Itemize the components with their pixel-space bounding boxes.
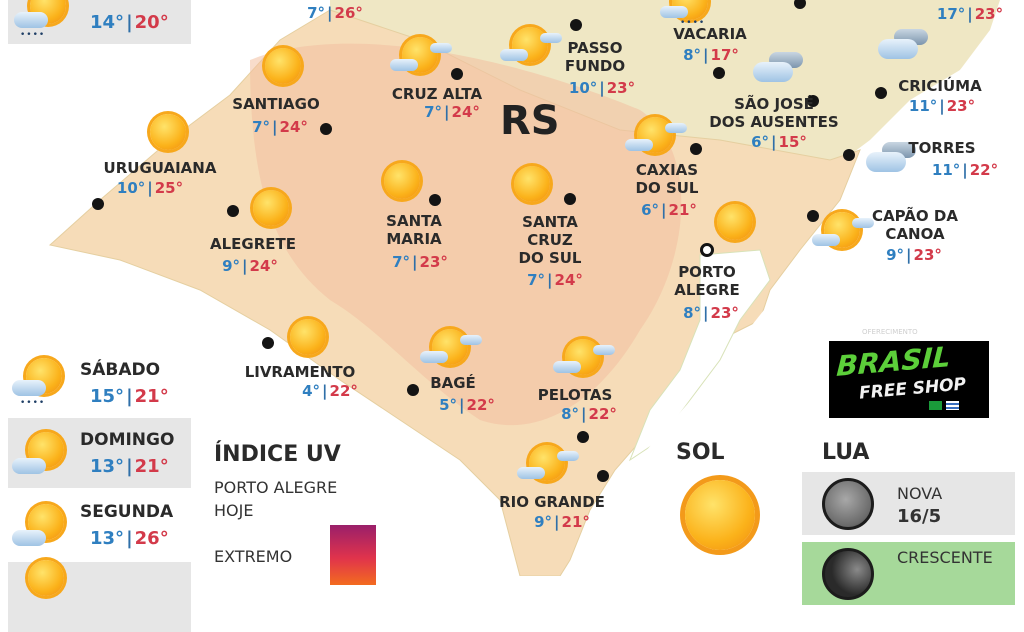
city-dot bbox=[577, 431, 589, 443]
city-temps: 6° | 15° bbox=[751, 133, 807, 151]
city-name: PORTO ALEGRE bbox=[674, 263, 740, 299]
city-name: SÃO JOSÉ DOS AUSENTES bbox=[709, 95, 839, 131]
city-dot bbox=[843, 149, 855, 161]
city-name: PELOTAS bbox=[537, 386, 613, 404]
uv-level: EXTREMO bbox=[214, 547, 293, 566]
city-temps: 10° | 25° bbox=[116, 179, 184, 197]
forecast-day: DOMINGO bbox=[80, 430, 175, 450]
sponsor-banner[interactable]: BRASIL FREE SHOP bbox=[829, 340, 989, 418]
city-name: SANTIAGO bbox=[232, 95, 320, 113]
city-temps: 7° | 23° bbox=[392, 253, 448, 271]
state-label: RS bbox=[500, 98, 560, 144]
city-dot bbox=[227, 205, 239, 217]
city-dot bbox=[690, 143, 702, 155]
city-temps: 9° | 24° bbox=[222, 257, 278, 275]
city-temps: 11° | 22° bbox=[931, 161, 999, 179]
forecast-saturday: •••• SÁBADO 15° | 21° bbox=[8, 346, 191, 416]
city-dot bbox=[700, 243, 714, 257]
city-dot bbox=[807, 210, 819, 222]
forecast-sunday: DOMINGO 13° | 21° bbox=[8, 418, 191, 488]
city-temps: 10° | 23° bbox=[568, 79, 636, 97]
moon-phase-date: 16/5 bbox=[897, 506, 942, 527]
forecast-tuesday bbox=[8, 560, 191, 632]
sun-title: SOL bbox=[676, 440, 725, 465]
city-temps: 6° | 21° bbox=[641, 201, 697, 219]
forecast-temps: 13° | 26° bbox=[90, 528, 169, 549]
city-temps: 7° | 26° bbox=[307, 4, 363, 22]
forecast-friday: •••• 14° | 20° bbox=[8, 0, 191, 44]
city-temps: 8° | 22° bbox=[561, 405, 617, 423]
city-dot bbox=[875, 87, 887, 99]
uv-scale-bar bbox=[330, 525, 376, 585]
forecast-monday: SEGUNDA 13° | 26° bbox=[8, 490, 191, 560]
city-name: LIVRAMENTO bbox=[244, 363, 356, 381]
uruguay-flag-icon bbox=[946, 401, 959, 410]
city-dot bbox=[451, 68, 463, 80]
city-dot bbox=[807, 95, 819, 107]
city-dot bbox=[407, 384, 419, 396]
city-name: CAXIAS DO SUL bbox=[635, 161, 699, 197]
sun-icon bbox=[28, 560, 64, 596]
forecast-day: SEGUNDA bbox=[80, 502, 174, 522]
city-dot bbox=[564, 193, 576, 205]
city-name: SANTA CRUZ DO SUL bbox=[518, 213, 582, 267]
city-temps: 9° | 23° bbox=[886, 246, 942, 264]
city-name: RIO GRANDE bbox=[499, 493, 605, 511]
moon-icon bbox=[822, 478, 874, 530]
city-dot bbox=[262, 337, 274, 349]
forecast-temps: 14° | 20° bbox=[90, 12, 169, 33]
forecast-day: SÁBADO bbox=[80, 360, 161, 380]
city-name: CAPÃO DA CANOA bbox=[872, 207, 958, 243]
forecast-temps: 15° | 21° bbox=[90, 386, 169, 407]
hot-region bbox=[250, 43, 682, 426]
city-temps: 17° | 23° bbox=[936, 5, 1004, 23]
uv-location: PORTO ALEGRE bbox=[214, 478, 338, 497]
moon-title: LUA bbox=[822, 440, 870, 465]
city-temps: 5° | 22° bbox=[439, 396, 495, 414]
city-name: ALEGRETE bbox=[209, 235, 297, 253]
city-name: PASSO FUNDO bbox=[564, 39, 626, 75]
city-name: CRUZ ALTA bbox=[391, 85, 483, 103]
forecast-temps: 13° | 21° bbox=[90, 456, 169, 477]
uv-title: ÍNDICE UV bbox=[214, 442, 341, 467]
brazil-flag-icon bbox=[929, 401, 942, 410]
city-temps: 4° | 22° bbox=[302, 382, 358, 400]
city-dot bbox=[92, 198, 104, 210]
city-dot bbox=[570, 19, 582, 31]
city-name: VACARIA bbox=[673, 25, 747, 43]
moon-phase-new: NOVA 16/5 bbox=[802, 472, 1015, 535]
moon-phase-name: CRESCENTE bbox=[897, 548, 993, 567]
city-name: BAGÉ bbox=[430, 374, 476, 392]
moon-phase-name: NOVA bbox=[897, 484, 943, 503]
neighbor-state bbox=[330, 0, 1000, 170]
city-name: TORRES bbox=[908, 139, 976, 157]
city-temps: 11° | 23° bbox=[908, 97, 976, 115]
uv-when: HOJE bbox=[214, 501, 254, 520]
moon-icon bbox=[822, 548, 874, 600]
city-dot bbox=[320, 123, 332, 135]
city-temps: 8° | 23° bbox=[683, 304, 739, 322]
city-name: CRICIÚMA bbox=[898, 77, 982, 95]
ad-caption: OFERECIMENTO bbox=[862, 328, 918, 336]
city-dot bbox=[794, 0, 806, 9]
city-temps: 7° | 24° bbox=[424, 103, 480, 121]
sun-icon bbox=[685, 480, 755, 550]
moon-phase-crescent: CRESCENTE bbox=[802, 542, 1015, 605]
city-name: SANTA MARIA bbox=[386, 212, 442, 248]
city-dot bbox=[713, 67, 725, 79]
city-dot bbox=[429, 194, 441, 206]
city-temps: 8° | 17° bbox=[683, 46, 739, 64]
city-dot bbox=[597, 470, 609, 482]
city-name: URUGUAIANA bbox=[103, 159, 217, 177]
city-temps: 7° | 24° bbox=[252, 118, 308, 136]
city-temps: 9° | 21° bbox=[534, 513, 590, 531]
city-temps: 7° | 24° bbox=[527, 271, 583, 289]
